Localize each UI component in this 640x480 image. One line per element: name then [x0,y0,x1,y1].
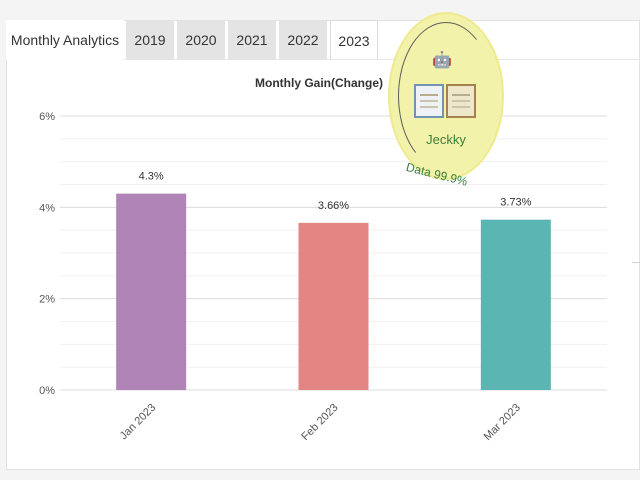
bar [480,219,551,390]
watermark-badge: 🤖 Jeckky Data 99.9% [388,12,504,189]
tab-divider [124,59,640,60]
tab-monthly-analytics[interactable]: Monthly Analytics [6,20,124,60]
certificate-images [414,84,478,118]
x-tick-label: Mar 2023 [482,402,523,443]
card-edge-line [632,262,640,263]
certificate-icon [446,84,476,118]
data-label: 4.3% [139,171,164,183]
y-tick-label: 6% [39,111,55,123]
y-tick-label: 4% [39,202,55,214]
x-tick-label: Feb 2023 [299,402,340,443]
bar [298,222,369,390]
tab-year-2019[interactable]: 2019 [126,20,174,60]
tab-year-2022[interactable]: 2022 [279,20,327,60]
y-tick-label: 0% [39,385,55,397]
watermark-name: Jeckky [426,132,466,147]
chart-title: Monthly Gain(Change) [255,76,383,90]
tab-year-2020[interactable]: 2020 [177,20,225,60]
watermark-ring [398,22,494,170]
bar [116,193,187,390]
data-label: 3.73% [500,197,531,209]
y-tick-label: 2% [39,294,55,306]
certificate-icon [414,84,444,118]
data-label: 3.66% [318,200,349,212]
tab-year-2021[interactable]: 2021 [228,20,276,60]
x-tick-label: Jan 2023 [118,402,158,442]
robot-icon: 🤖 [432,52,452,69]
tab-year-2023[interactable]: 2023 [330,20,378,60]
